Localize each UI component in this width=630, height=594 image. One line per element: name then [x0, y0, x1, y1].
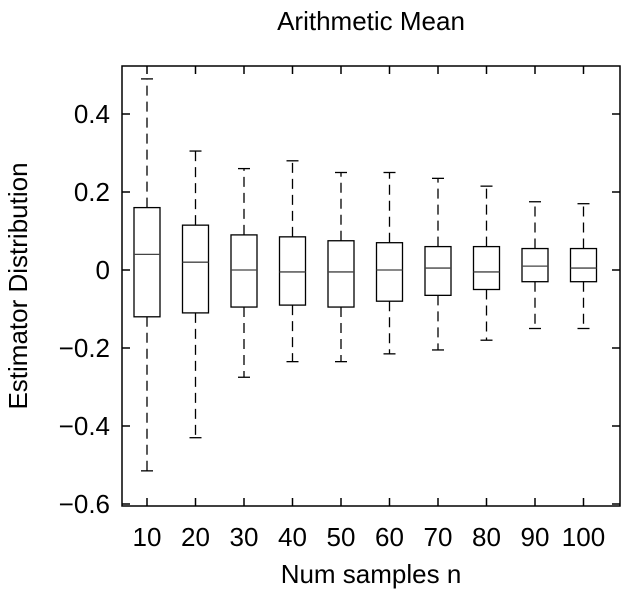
box-60: [375, 171, 404, 355]
box-50: [327, 171, 355, 363]
iqr-box: [327, 240, 355, 308]
x-axis-label: Num samples n: [281, 559, 462, 589]
iqr-box: [278, 236, 307, 306]
y-tick-label: −0.2: [59, 333, 110, 363]
x-tick-label: 50: [327, 522, 356, 552]
iqr-box: [181, 224, 210, 314]
iqr-box: [424, 245, 452, 297]
box-100: [569, 203, 598, 330]
x-tick-label: 80: [472, 522, 501, 552]
y-tick-label: −0.4: [59, 411, 110, 441]
y-tick-label: 0.2: [74, 177, 110, 207]
x-tick-label: 30: [230, 522, 259, 552]
box-40: [278, 160, 307, 363]
plot-frame: [121, 65, 621, 507]
x-tick-label: 90: [521, 522, 550, 552]
box-series: [133, 78, 598, 472]
y-tick-label: 0.4: [74, 99, 110, 129]
iqr-box: [230, 234, 258, 308]
iqr-box: [569, 247, 598, 283]
box-20: [181, 150, 210, 439]
x-tick-label: 10: [133, 522, 162, 552]
x-tick-label: 40: [278, 522, 307, 552]
box-30: [230, 167, 258, 378]
x-tick-label: 60: [375, 522, 404, 552]
iqr-box: [133, 206, 161, 318]
box-80: [472, 185, 501, 341]
iqr-box: [521, 247, 549, 283]
x-axis: 10 20 30 40 50 60 70 80 90 100: [133, 66, 605, 552]
x-tick-label: 100: [562, 522, 605, 552]
chart-title: Arithmetic Mean: [277, 6, 465, 36]
iqr-box: [375, 242, 404, 302]
box-90: [521, 201, 549, 330]
x-tick-label: 70: [424, 522, 453, 552]
iqr-box: [472, 245, 501, 291]
box-70: [424, 177, 452, 351]
x-tick-label: 20: [181, 522, 210, 552]
y-axis: −0.6 −0.4 −0.2 0 0.2 0.4: [59, 99, 620, 519]
y-tick-label: 0: [96, 255, 110, 285]
y-tick-label: −0.6: [59, 489, 110, 519]
y-axis-label: Estimator Distribution: [3, 162, 33, 409]
box-10: [133, 78, 161, 472]
